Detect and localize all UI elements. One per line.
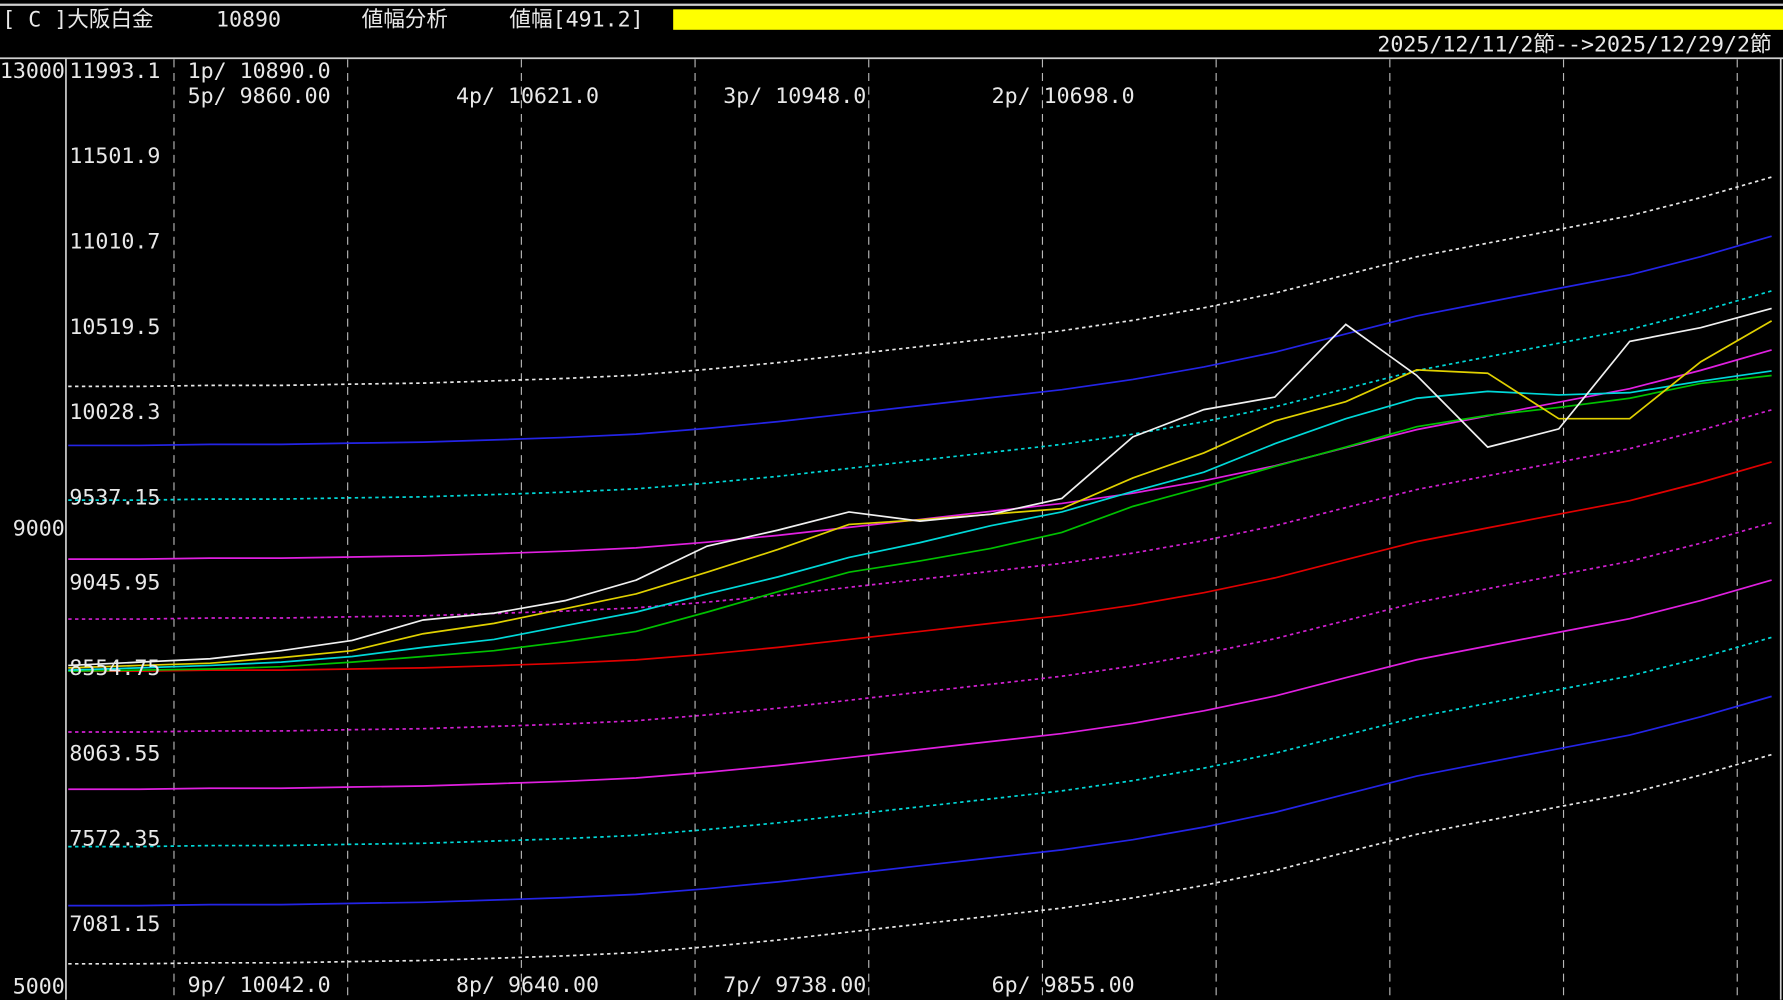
y-tick-label: 9537.15 xyxy=(69,485,160,510)
period-annotation: 8p/ 9640.00 xyxy=(456,973,599,998)
series-line xyxy=(68,636,1772,848)
series-line xyxy=(68,409,1772,620)
y-tick-label: 8063.55 xyxy=(69,741,160,766)
y2-tick-label: 13000 xyxy=(0,59,65,84)
series-line xyxy=(68,579,1772,791)
period-annotation: 7p/ 9738.00 xyxy=(723,973,866,998)
period-annotation: 2p/ 10698.0 xyxy=(992,84,1135,109)
y2-tick-label: 9000 xyxy=(13,517,65,542)
symbol: [ C ]大阪白金 xyxy=(2,8,153,33)
y-tick-label: 7081.15 xyxy=(69,912,160,937)
series-line xyxy=(68,320,1773,669)
series-line xyxy=(68,176,1772,388)
period-annotation: 6p/ 9855.00 xyxy=(992,973,1135,998)
series-line xyxy=(68,461,1772,672)
y-tick-label: 9045.95 xyxy=(69,571,160,596)
y-tick-label: 11010.7 xyxy=(69,229,160,254)
series-line xyxy=(68,370,1772,671)
series-line xyxy=(68,307,1772,667)
mode: 値幅分析 xyxy=(362,8,448,33)
series-line xyxy=(68,695,1772,907)
series-line xyxy=(68,753,1772,965)
period-annotation: 3p/ 10948.0 xyxy=(723,84,866,109)
period-annotation: 4p/ 10621.0 xyxy=(456,84,599,109)
series-line xyxy=(68,521,1772,733)
y-tick-label: 10519.5 xyxy=(69,315,160,340)
lines xyxy=(68,176,1773,965)
period-annotation: 5p/ 9860.00 xyxy=(188,84,331,109)
status-bar xyxy=(673,9,1783,30)
series-line xyxy=(68,290,1772,501)
price: 10890 xyxy=(216,8,281,33)
labels: 11993.1 11501.9 11010.7 10519.5 10028.3 9537.… xyxy=(0,59,1135,999)
y-tick-label: 7572.35 xyxy=(69,827,160,852)
series-line xyxy=(68,374,1772,672)
y-tick-label: 8554.75 xyxy=(69,656,160,681)
vertical-grid xyxy=(173,59,1738,1000)
y2-tick-label: 5000 xyxy=(13,974,65,999)
y-tick-label: 10028.3 xyxy=(69,400,160,425)
period-annotation: 1p/ 10890.0 xyxy=(188,59,331,84)
range-width: 値幅[491.2] xyxy=(509,8,643,33)
y-tick-label: 11501.9 xyxy=(69,144,160,169)
series-line xyxy=(68,235,1772,447)
period-annotation: 9p/ 10042.0 xyxy=(188,973,331,998)
date-range: 2025/12/11/2節-->2025/12/29/2節 xyxy=(1377,33,1771,58)
y-tick-label: 11993.1 xyxy=(69,59,160,84)
